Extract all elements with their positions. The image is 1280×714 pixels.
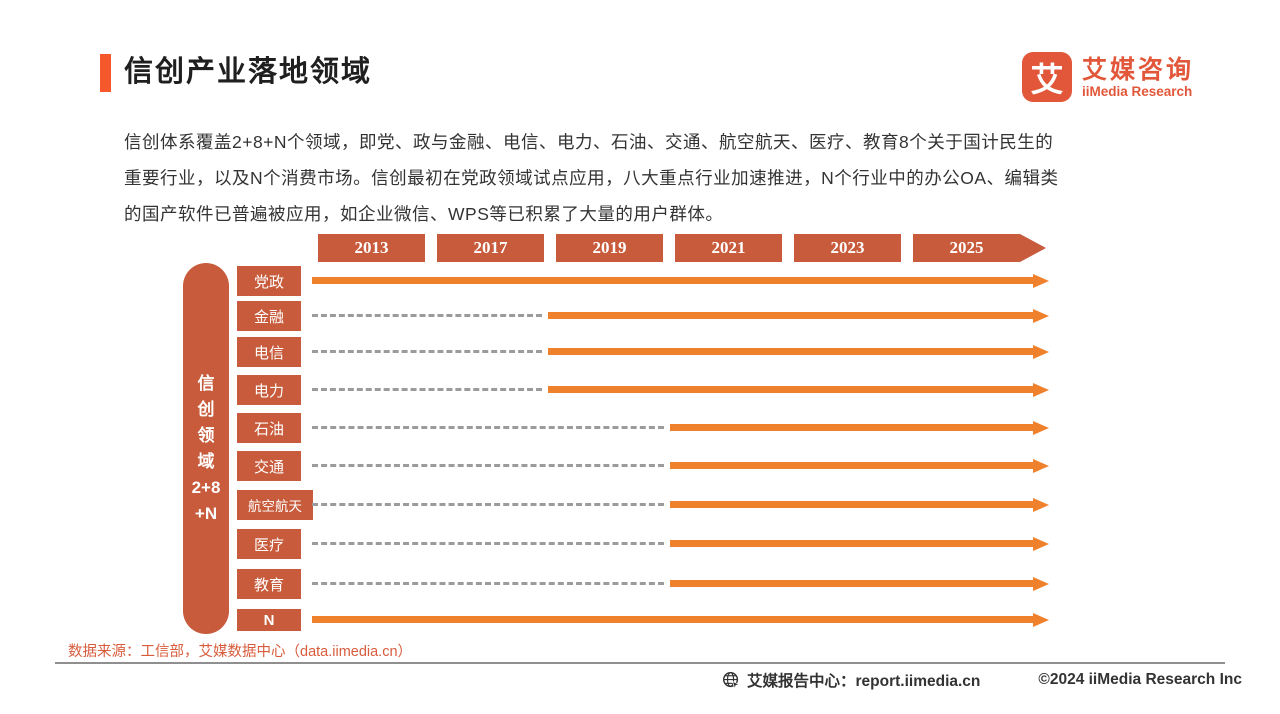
row-label-石油: 石油 <box>237 413 301 443</box>
row-label-交通: 交通 <box>237 451 301 481</box>
row-label-金融: 金融 <box>237 301 301 331</box>
pill-line: 域 <box>197 451 215 471</box>
pill-line: +N <box>194 503 218 523</box>
launch-arrow-line <box>312 277 1033 284</box>
intro-paragraph: 信创体系覆盖2+8+N个领域，即党、政与金融、电信、电力、石油、交通、航空航天、… <box>124 124 1154 232</box>
footer: 艾媒报告中心：report.iimedia.cn ©2024 iiMedia R… <box>722 669 1242 691</box>
launch-arrow-line <box>670 462 1033 469</box>
launch-arrow-head <box>1033 421 1049 435</box>
launch-arrow-line <box>548 348 1033 355</box>
pre-launch-dashed-line <box>312 426 664 429</box>
copyright-text: ©2024 iiMedia Research Inc <box>1038 671 1242 688</box>
row-label-电信: 电信 <box>237 337 301 367</box>
year-axis-arrowhead <box>1020 234 1046 262</box>
title-accent-bar <box>100 54 111 92</box>
row-label-航空航天: 航空航天 <box>237 490 313 520</box>
launch-arrow-line <box>548 386 1033 393</box>
year-block-2017: 2017 <box>437 234 544 262</box>
pill-line: 领 <box>197 425 215 445</box>
row-label-电力: 电力 <box>237 375 301 405</box>
launch-arrow-line <box>670 501 1033 508</box>
year-block-2023: 2023 <box>794 234 901 262</box>
launch-arrow-head <box>1033 537 1049 551</box>
launch-arrow-head <box>1033 577 1049 591</box>
launch-arrow-line <box>548 312 1033 319</box>
pre-launch-dashed-line <box>312 464 664 467</box>
year-block-2021: 2021 <box>675 234 782 262</box>
launch-arrow-head <box>1033 274 1049 288</box>
logo-name-cn: 艾媒咨询 <box>1082 55 1195 84</box>
pre-launch-dashed-line <box>312 542 664 545</box>
logo-text: 艾媒咨询 iiMedia Research <box>1082 56 1194 99</box>
pre-launch-dashed-line <box>312 503 664 506</box>
launch-arrow-head <box>1033 309 1049 323</box>
launch-arrow-head <box>1033 383 1049 397</box>
axis-label-pill: 信 创 领 域 2+8 +N <box>183 263 229 634</box>
pre-launch-dashed-line <box>312 582 664 585</box>
logo-name-en: iiMedia Research <box>1082 83 1193 99</box>
page-title: 信创产业落地领域 <box>124 56 373 88</box>
intro-line-2: 重要行业，以及N个消费市场。信创最初在党政领域试点应用，八大重点行业加速推进，N… <box>124 168 1059 188</box>
launch-arrow-line <box>312 616 1033 623</box>
year-block-2013: 2013 <box>318 234 425 262</box>
intro-line-1: 信创体系覆盖2+8+N个领域，即党、政与金融、电信、电力、石油、交通、航空航天、… <box>124 132 1054 152</box>
launch-arrow-line <box>670 540 1033 547</box>
iimedia-logo: 艾 艾媒咨询 iiMedia Research <box>1022 52 1194 102</box>
pre-launch-dashed-line <box>312 388 542 391</box>
launch-arrow-head <box>1033 613 1049 627</box>
launch-arrow-line <box>670 424 1033 431</box>
pre-launch-dashed-line <box>312 350 542 353</box>
row-label-教育: 教育 <box>237 569 301 599</box>
row-label-N: N <box>237 609 301 631</box>
launch-arrow-head <box>1033 345 1049 359</box>
pill-line: 2+8 <box>191 477 221 497</box>
launch-arrow-head <box>1033 498 1049 512</box>
footer-divider <box>55 662 1225 664</box>
launch-arrow-line <box>670 580 1033 587</box>
pill-line: 创 <box>197 399 215 419</box>
pre-launch-dashed-line <box>312 314 542 317</box>
launch-arrow-head <box>1033 459 1049 473</box>
data-source-note: 数据来源：工信部，艾媒数据中心（data.iimedia.cn） <box>68 644 413 660</box>
row-label-党政: 党政 <box>237 266 301 296</box>
report-center-link: 艾媒报告中心：report.iimedia.cn <box>747 673 981 690</box>
row-label-医疗: 医疗 <box>237 529 301 559</box>
year-block-2019: 2019 <box>556 234 663 262</box>
pill-line: 信 <box>197 373 215 393</box>
globe-cursor-icon <box>722 671 741 690</box>
intro-line-3: 的国产软件已普遍被应用，如企业微信、WPS等已积累了大量的用户群体。 <box>124 204 724 224</box>
logo-mark-icon: 艾 <box>1022 52 1072 102</box>
year-block-2025: 2025 <box>913 234 1020 262</box>
